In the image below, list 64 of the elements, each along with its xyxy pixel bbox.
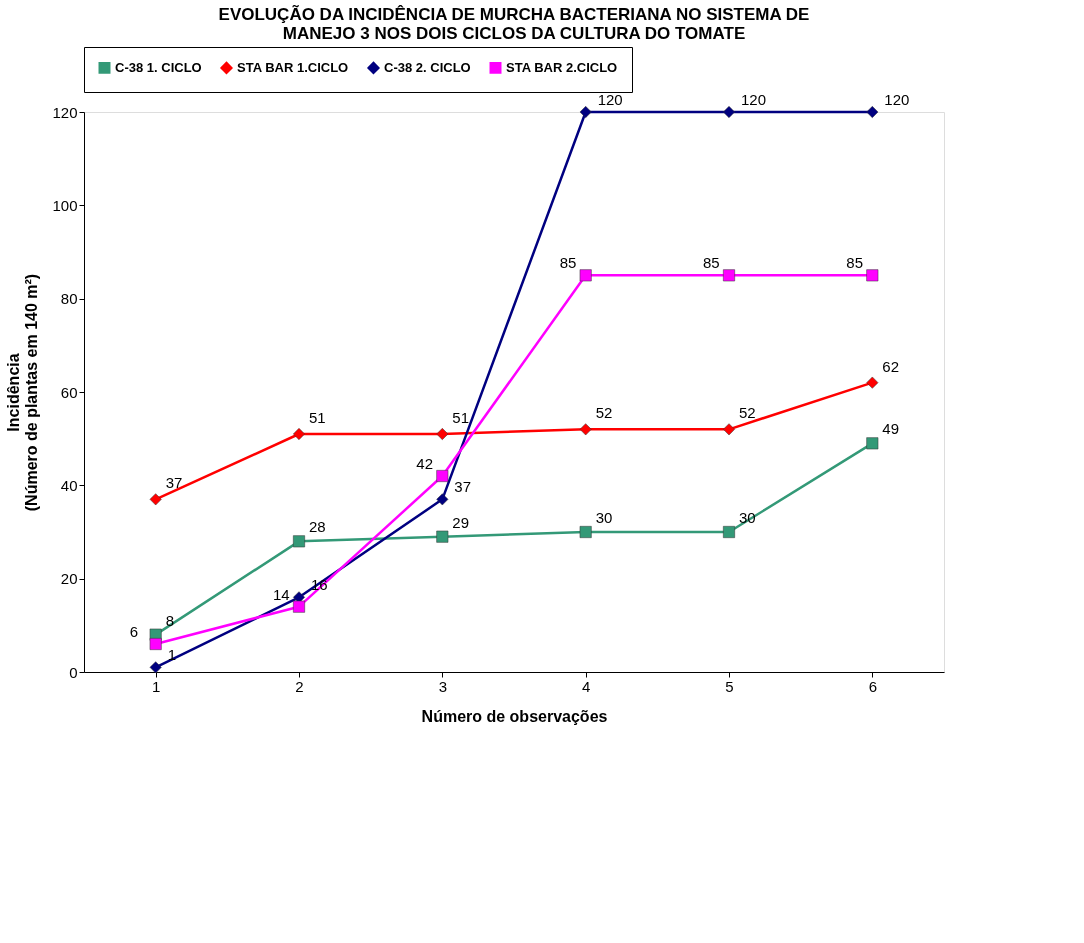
- point: [436, 428, 449, 440]
- point: [293, 600, 305, 613]
- point: [579, 106, 592, 118]
- data-label: 85: [559, 254, 577, 272]
- point: [723, 423, 735, 436]
- data-label: 120: [741, 91, 767, 108]
- data-label: 85: [846, 254, 864, 272]
- data-label: 62: [882, 357, 900, 375]
- legend-label: STA BAR 2.CICLO: [506, 59, 618, 75]
- y-tick-label: 60: [60, 383, 78, 401]
- point: [579, 526, 592, 538]
- text: EVOLUÇÃO DA INCIDÊNCIA DE MURCHA BACTERIANA NO SISTEMA DE: [218, 4, 810, 24]
- data-label: 30: [595, 509, 613, 526]
- text: MANEJO 3 NOS DOIS CICLOS DA CULTURA DO TOMATE: [282, 23, 746, 43]
- x-axis-title: Número de observações: [421, 707, 608, 725]
- y-tick-label: 100: [52, 196, 78, 214]
- text: Incidência: [5, 353, 23, 432]
- data-label: 42: [416, 455, 434, 472]
- point: [579, 423, 592, 436]
- y-tick-label: 0: [69, 663, 78, 681]
- y-tick-label: 40: [60, 476, 78, 494]
- point: [866, 269, 879, 282]
- point: [866, 376, 879, 389]
- data-label: 6: [129, 623, 139, 640]
- data-label: 49: [882, 420, 900, 438]
- point: [436, 493, 449, 506]
- data-label: 29: [452, 513, 470, 531]
- point: [723, 106, 735, 118]
- text: (Número de plantas em 140 m²): [23, 273, 41, 512]
- point: [723, 269, 735, 282]
- point: [866, 106, 879, 118]
- point: [149, 638, 162, 650]
- data-label: 28: [309, 518, 326, 536]
- point: [149, 493, 162, 506]
- x-tick-label: 1: [151, 677, 161, 695]
- data-label: 14: [273, 585, 290, 603]
- data-label: 51: [309, 409, 326, 426]
- data-label: 37: [454, 478, 472, 496]
- data-label: 51: [452, 409, 470, 426]
- point: [866, 437, 879, 450]
- data-label: 120: [597, 91, 623, 108]
- data-label: 37: [165, 474, 183, 492]
- point: [149, 661, 162, 674]
- y-tick-label: 120: [52, 103, 78, 121]
- legend-label: STA BAR 1.CICLO: [237, 59, 349, 75]
- point: [579, 269, 592, 282]
- x-tick-label: 6: [868, 677, 878, 695]
- data-label: 52: [739, 404, 756, 422]
- legend-label: C-38 2. CICLO: [384, 59, 471, 75]
- data-label: 85: [703, 254, 720, 272]
- data-label: 120: [884, 91, 910, 108]
- x-tick-label: 4: [581, 677, 591, 695]
- point: [293, 535, 305, 548]
- legend-label: C-38 1. CICLO: [115, 59, 202, 75]
- x-tick-label: 5: [725, 677, 734, 695]
- point: [723, 526, 735, 538]
- x-tick-label: 2: [295, 677, 304, 695]
- point: [436, 470, 449, 482]
- x-tick-label: 3: [438, 677, 448, 695]
- data-label: 52: [595, 404, 613, 422]
- point: [293, 428, 305, 440]
- y-tick-label: 20: [60, 570, 78, 588]
- y-tick-label: 80: [60, 290, 78, 308]
- point: [436, 530, 449, 543]
